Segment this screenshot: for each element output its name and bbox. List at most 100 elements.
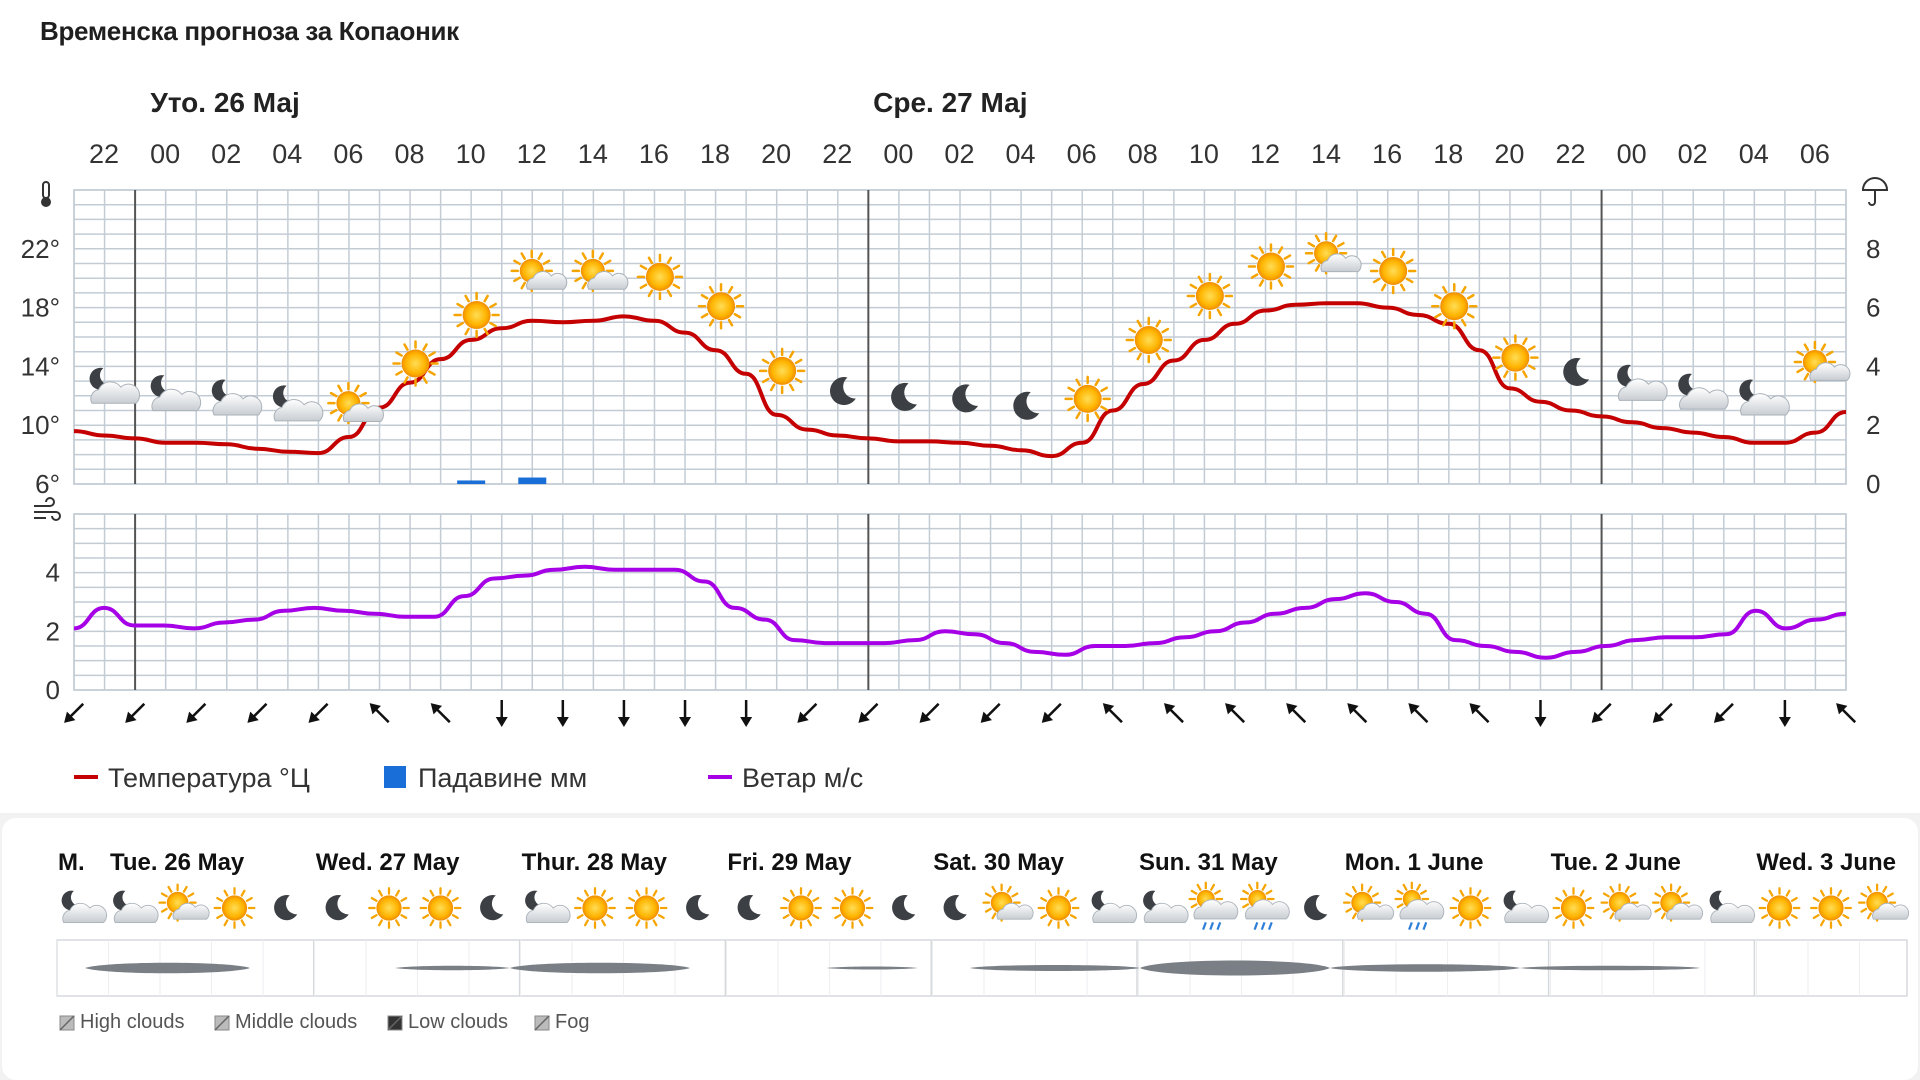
hour-label: 00 bbox=[1617, 139, 1647, 169]
moon-icon bbox=[1563, 357, 1590, 386]
hour-label: 02 bbox=[211, 139, 241, 169]
moon-cloud-icon bbox=[1091, 890, 1138, 924]
sun-icon bbox=[1431, 282, 1478, 330]
umbrella-icon bbox=[1861, 177, 1889, 206]
moon-icon bbox=[892, 895, 916, 921]
hour-label: 10 bbox=[456, 139, 486, 169]
wind-arrow-icon bbox=[1408, 703, 1429, 724]
sun-icon bbox=[1552, 887, 1595, 929]
wind-arrow-icon bbox=[1041, 702, 1062, 723]
moon-icon bbox=[480, 895, 504, 921]
sun-cloud-icon bbox=[327, 381, 384, 425]
hour-label: 02 bbox=[1678, 139, 1708, 169]
moon-icon bbox=[943, 895, 967, 921]
moon-cloud-icon bbox=[150, 375, 202, 412]
cloud-legend-label: Low clouds bbox=[408, 1011, 508, 1033]
wind-arrow-icon bbox=[495, 700, 508, 727]
sun-icon bbox=[697, 282, 745, 330]
hour-label: 22 bbox=[89, 139, 119, 169]
moon-cloud-icon bbox=[1617, 364, 1668, 401]
cloud-legend-label: Middle clouds bbox=[235, 1011, 357, 1033]
wind-arrow-icon bbox=[247, 702, 268, 723]
cloud-band-shape bbox=[1330, 964, 1520, 972]
sun-icon bbox=[453, 291, 500, 339]
sun-icon bbox=[419, 887, 462, 929]
middle-clouds-icon bbox=[214, 1015, 230, 1031]
hour-label: 12 bbox=[517, 139, 547, 169]
cloud-legend-label: Fog bbox=[555, 1011, 589, 1033]
sun-icon bbox=[368, 887, 410, 929]
legend-label: Температура °Ц bbox=[108, 763, 310, 793]
cloud-band-shape bbox=[826, 966, 918, 970]
hour-label: 16 bbox=[1372, 139, 1402, 169]
day-label: Сре. 27 Мај bbox=[873, 87, 1027, 118]
cloud-band-shape bbox=[970, 965, 1140, 971]
moon-icon bbox=[952, 384, 979, 413]
sun-cloud-icon bbox=[982, 883, 1034, 922]
precipitation-tick-label: 8 bbox=[1866, 234, 1880, 264]
legend-square bbox=[384, 766, 406, 788]
sun-cloud-icon bbox=[510, 249, 568, 293]
wind-arrow-icon bbox=[64, 702, 85, 723]
wind-arrow-icon bbox=[1102, 703, 1123, 724]
hour-label: 18 bbox=[700, 139, 730, 169]
temperature-tick-label: 10° bbox=[21, 410, 60, 440]
wind-arrow-icon bbox=[858, 702, 879, 723]
strip-day-label: Fri. 29 May bbox=[727, 849, 852, 876]
sun-cloud-icon bbox=[158, 883, 210, 922]
wind-arrow-icon bbox=[1534, 700, 1547, 727]
hour-label: 08 bbox=[1128, 139, 1158, 169]
temperature-tick-label: 14° bbox=[21, 351, 60, 381]
hour-label: 02 bbox=[944, 139, 974, 169]
moon-cloud-icon bbox=[1143, 890, 1189, 924]
low-clouds-icon bbox=[387, 1015, 403, 1031]
moon-cloud-icon bbox=[89, 367, 141, 404]
wind-tick-label: 4 bbox=[46, 558, 60, 588]
sun-cloud-icon bbox=[1651, 883, 1704, 922]
cloud-band-shape bbox=[510, 962, 690, 974]
hour-label: 12 bbox=[1250, 139, 1280, 169]
wind-arrow-icon bbox=[556, 700, 569, 727]
wind-tick-label: 0 bbox=[46, 675, 60, 705]
thermometer-icon bbox=[41, 181, 51, 207]
cloud-band-shape bbox=[1140, 960, 1330, 976]
rain-icon bbox=[1239, 881, 1290, 930]
hour-label: 22 bbox=[1555, 139, 1585, 169]
moon-icon bbox=[737, 895, 761, 921]
precipitation-bar bbox=[457, 480, 486, 484]
wind-arrow-icon bbox=[1591, 702, 1612, 723]
moon-cloud-icon bbox=[272, 385, 324, 422]
wind-arrow-icon bbox=[679, 700, 692, 727]
temperature-tick-label: 22° bbox=[21, 234, 60, 264]
wind-line bbox=[73, 564, 1847, 660]
strip-day-label: Wed. 27 May bbox=[316, 849, 460, 876]
precipitation-bar bbox=[518, 477, 547, 484]
wind-arrow-icon bbox=[430, 703, 451, 724]
wind-arrow-icon bbox=[1652, 702, 1673, 723]
hour-label: 18 bbox=[1433, 139, 1463, 169]
chart-legend: Температура °Ц Падавине мм Ветар м/с bbox=[74, 763, 863, 793]
sun-icon bbox=[1125, 316, 1173, 364]
strip-day-partial: M. bbox=[58, 849, 85, 876]
wind-arrow-icon bbox=[1778, 700, 1791, 727]
wind-arrow-icon bbox=[1225, 703, 1246, 724]
moon-icon bbox=[325, 895, 349, 921]
strip-day-label: Sun. 31 May bbox=[1139, 849, 1278, 876]
strip-day-label: Tue. 26 May bbox=[110, 849, 245, 876]
wind-arrow-icon bbox=[308, 702, 329, 723]
rain-icon bbox=[1188, 881, 1239, 930]
hour-label: 04 bbox=[1739, 139, 1769, 169]
hour-label: 06 bbox=[333, 139, 363, 169]
wind-tick-label: 2 bbox=[46, 616, 60, 646]
legend-label: Падавине мм bbox=[418, 763, 587, 793]
temperature-tick-label: 18° bbox=[21, 293, 60, 323]
high-clouds-icon bbox=[59, 1015, 75, 1031]
wind-arrow-icon bbox=[617, 700, 630, 727]
wind-arrow-icon bbox=[740, 700, 753, 727]
wind-arrow-icon bbox=[1286, 703, 1307, 724]
hour-label: 10 bbox=[1189, 139, 1219, 169]
precipitation-tick-label: 0 bbox=[1866, 469, 1880, 499]
sun-icon bbox=[780, 887, 822, 929]
moon-cloud-icon bbox=[1678, 373, 1729, 410]
